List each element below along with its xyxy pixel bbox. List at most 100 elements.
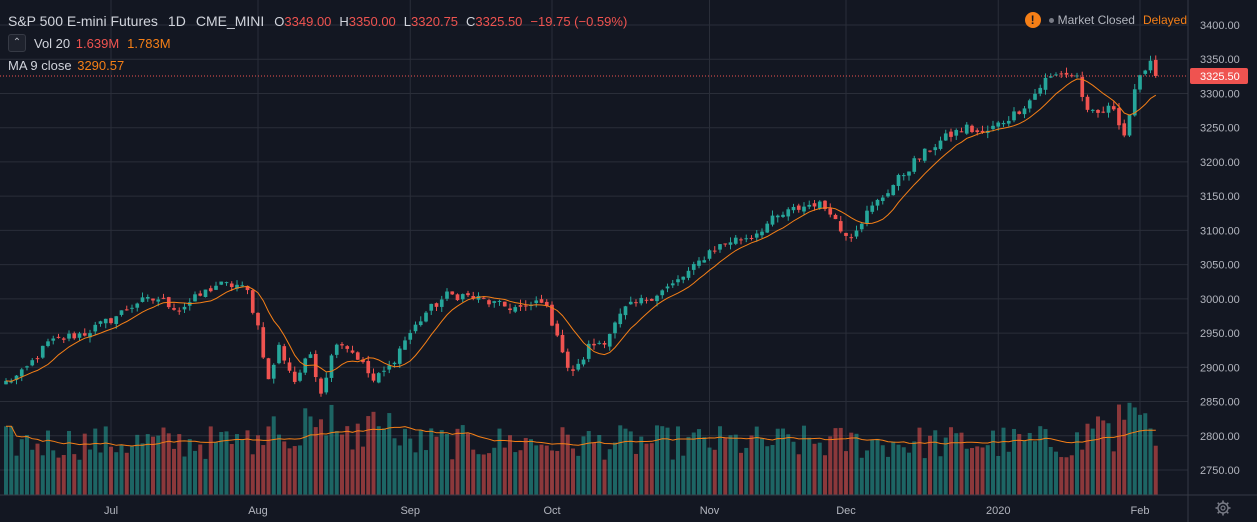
volume-bar [266,426,271,495]
candle-body [502,301,507,307]
candlesticks [4,55,1158,397]
volume-bar [403,428,407,495]
volume-bar [235,434,239,495]
volume-bar [823,455,827,495]
volume-bar [1012,428,1016,495]
warning-icon[interactable]: ! [1024,12,1041,28]
candle-body [1080,76,1085,97]
candle-body [686,270,691,278]
volume-bar [565,434,570,495]
candle-body [35,358,40,360]
candle-body [1153,59,1158,77]
market-status[interactable]: ! Market Closed Delayed [1024,12,1187,28]
candle-body [823,200,827,210]
low-value: 3320.75 [411,13,459,29]
candle-body [292,371,297,382]
candle-body [943,133,948,141]
candle-body [355,352,360,360]
time-tick-label: Feb [1131,505,1150,517]
candle-body [954,130,959,136]
candle-body [539,299,544,303]
delayed-label: Delayed [1142,13,1187,27]
candle-body [886,193,890,197]
candle-body [124,309,129,311]
candle-body [1101,111,1106,113]
open-value: 3349.00 [284,13,332,29]
candle-body [271,364,276,379]
candle-body [644,299,649,301]
candle-body [681,276,686,280]
volume-bar [670,459,675,495]
candle-body [875,199,880,206]
symbol-title[interactable]: S&P 500 E-mini Futures [8,13,158,29]
volume-bar [691,432,696,495]
volume-bar [476,454,481,495]
volume-bar [1069,455,1074,495]
volume-bar [628,431,633,495]
candle-body [466,293,470,296]
candle-body [991,125,995,129]
volume-bar [1117,404,1121,495]
candle-body [460,294,465,300]
time-axis[interactable]: Jul Aug Sep Oct Nov Dec 2020 Feb [0,494,1257,517]
interval-label[interactable]: 1D [167,13,186,29]
volume-indicator-row[interactable]: ⌃ Vol 20 1.639M 1.783M [8,32,635,54]
candle-body [1038,87,1043,94]
candle-body [130,307,134,309]
candle-body [161,297,166,299]
volume-bar [718,426,722,495]
candle-body [403,340,407,350]
volume-bar [518,450,523,495]
volume-bar [1153,445,1158,495]
volume-bar [502,447,507,495]
volume-bar [1033,441,1037,495]
candle-body [623,306,628,316]
gear-icon[interactable] [1215,500,1231,516]
candle-body [9,381,14,383]
chevron-up-icon[interactable]: ⌃ [8,34,26,52]
candle-body [497,300,502,302]
candle-body [513,307,518,312]
candle-body [691,264,696,270]
candle-body [844,232,848,236]
volume-bar [340,434,344,495]
volume-bar [177,434,182,495]
last-price-label: 3325.50 [1200,71,1240,83]
candle-body [838,221,843,232]
volume-bar [1043,429,1048,495]
candle-body [749,237,754,239]
volume-bar [46,430,50,495]
candle-body [833,214,838,220]
volume-bar [35,443,40,495]
ma-indicator-row[interactable]: MA 9 close 3290.57 [8,54,635,76]
candle-body [859,223,864,230]
candle-body [1132,89,1137,116]
price-axis[interactable]: 2750.00 2800.00 2850.00 2900.00 2950.00 3000.… [1187,0,1257,522]
volume-bar [796,454,801,495]
candle-body [628,301,633,305]
volume-bar [660,426,665,495]
volume-bar [1064,457,1069,495]
volume-bar [791,441,796,495]
volume-bar [933,430,938,495]
candle-body [418,321,423,326]
volume-bar [770,445,775,495]
candle-body [880,197,885,202]
candle-body [760,231,764,236]
volume-bar [1090,428,1095,495]
candle-body [634,302,638,304]
volume-bar [854,433,859,495]
volume-bar [749,435,754,495]
volume-bar [523,437,528,495]
candle-body [544,301,549,307]
candle-body [408,332,413,340]
candle-body [928,150,932,152]
volume-bar [277,434,281,495]
candle-body [597,342,602,344]
candle-body [1043,77,1048,90]
volume-bar [350,449,355,495]
volume-bar [733,434,738,495]
volume-bar [954,433,959,495]
volume-bar [996,455,1001,495]
